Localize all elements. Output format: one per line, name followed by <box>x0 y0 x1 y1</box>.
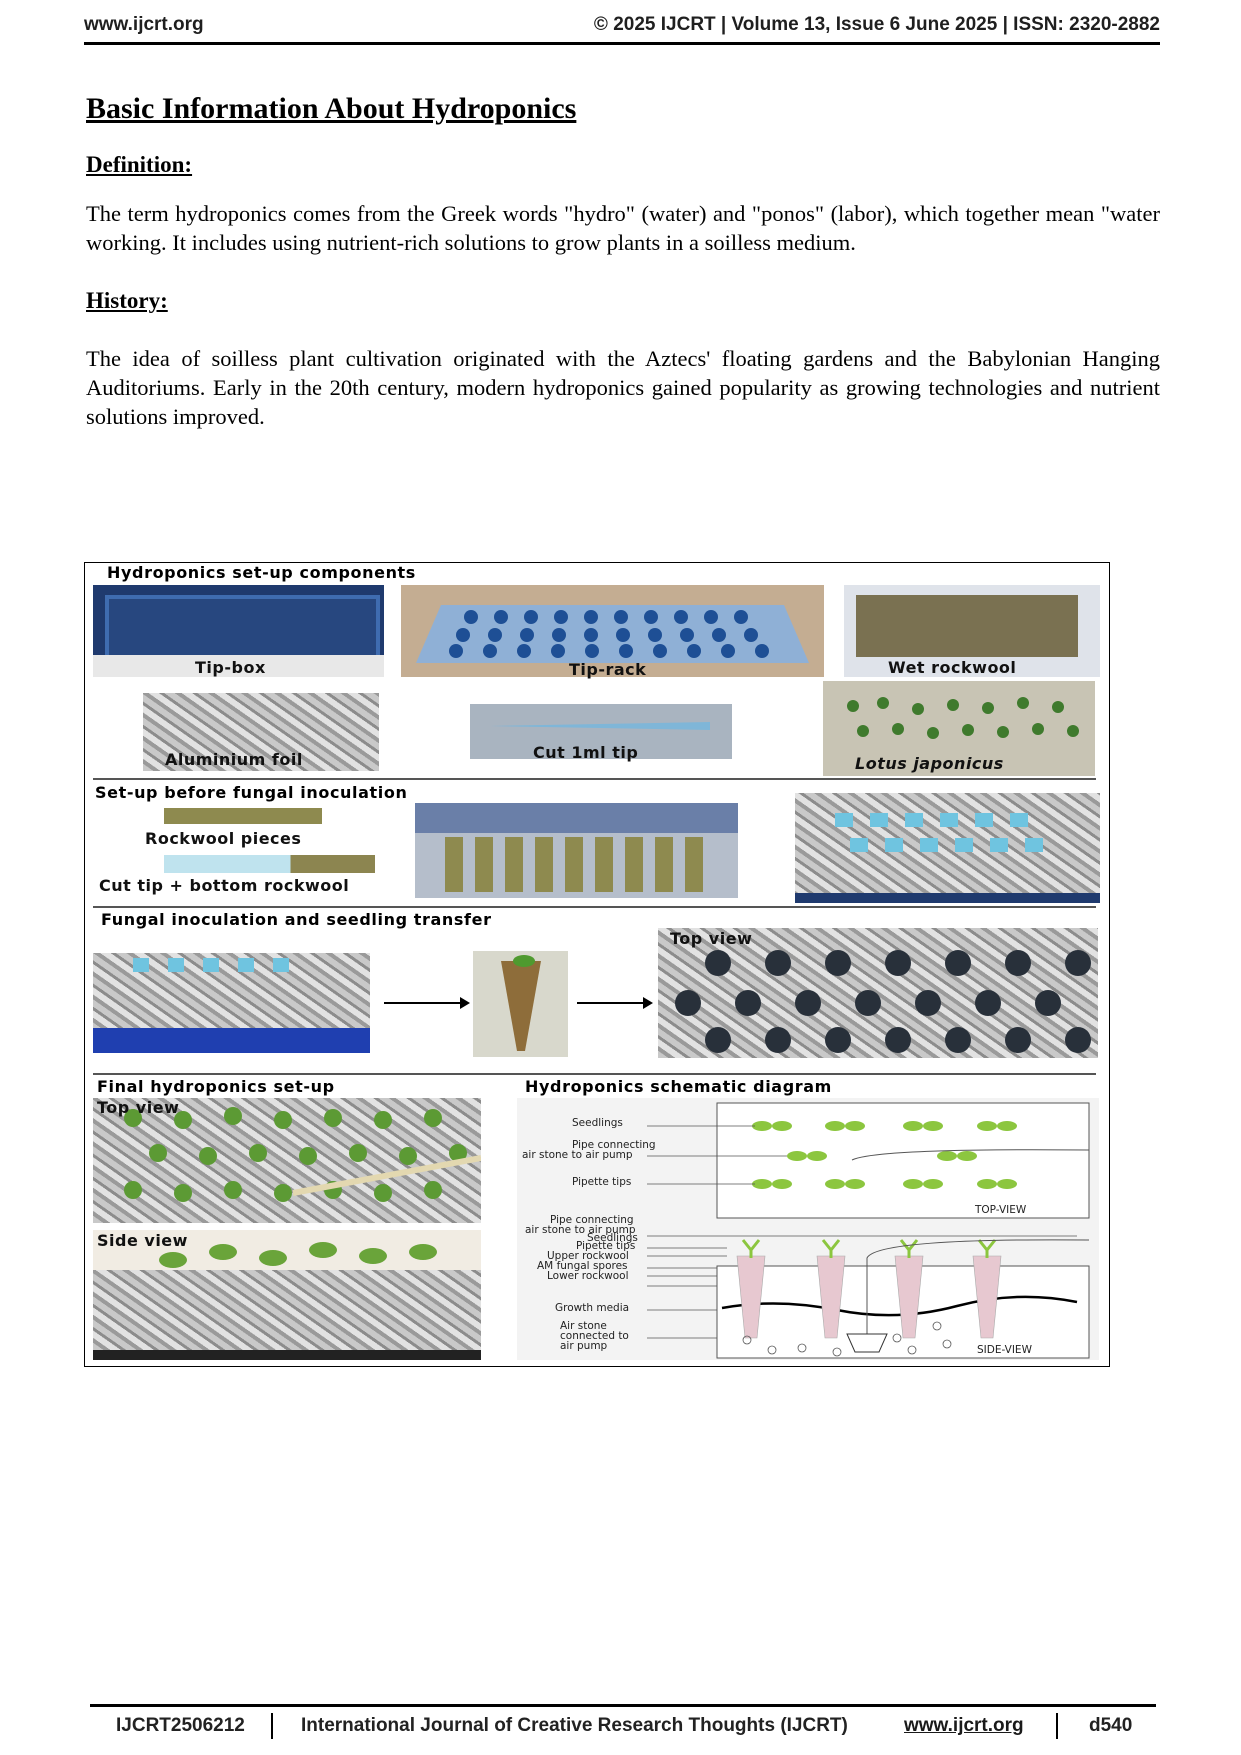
foil-covered-rack-photo <box>795 793 1100 903</box>
footer-separator <box>271 1713 273 1739</box>
aluminium-foil-photo <box>143 693 379 771</box>
section-setup-heading: Set-up before fungal inoculation <box>95 783 408 802</box>
final-side-view-label: Side view <box>97 1231 188 1250</box>
schematic-lower-rockwool-label: Lower rockwool <box>547 1270 629 1282</box>
schematic-growth-media-label: Growth media <box>555 1302 630 1314</box>
citation-line: © 2025 IJCRT | Volume 13, Issue 6 June 2… <box>593 14 1160 35</box>
schematic-side-view-label: SIDE-VIEW <box>977 1344 1032 1356</box>
tip-box-photo <box>93 585 384 677</box>
site-url[interactable]: www.ijcrt.org <box>84 14 204 35</box>
schematic-pipe-label-3: Pipe connecting <box>550 1214 634 1226</box>
cut-tip-label: Cut 1ml tip <box>533 743 639 762</box>
schematic-seedlings-label: Seedlings <box>572 1117 623 1129</box>
footer-separator <box>1056 1713 1058 1739</box>
definition-heading: Definition: <box>86 152 193 177</box>
lotus-label: Lotus japonicus <box>855 754 1004 773</box>
tip-rack-photo <box>401 585 824 677</box>
tip-rack-label: Tip-rack <box>569 660 647 679</box>
rockwool-pieces-label: Rockwool pieces <box>145 829 302 848</box>
arrow-1 <box>384 997 470 1009</box>
final-side-view-photo <box>93 1230 481 1360</box>
history-text: The idea of soilless plant cultivation o… <box>86 346 1160 429</box>
schematic-upper-rockwool-label: Upper rockwool <box>547 1250 629 1262</box>
seedling-in-tip-photo <box>473 951 568 1057</box>
top-view-label: Top view <box>670 929 753 948</box>
schematic-top-view-label: TOP-VIEW <box>975 1204 1027 1216</box>
wet-rockwool-photo <box>844 585 1100 677</box>
tip-rack-illustration <box>416 605 809 663</box>
cut-tip-bottom-photo <box>164 855 375 873</box>
paper-id: IJCRT2506212 <box>116 1715 245 1736</box>
final-top-view-label: Top view <box>97 1098 180 1117</box>
section-divider <box>93 1073 1096 1075</box>
final-top-view-photo <box>93 1098 481 1223</box>
schematic-pipe-label-2: air stone to air pump <box>522 1149 633 1161</box>
schematic-seedlings-label-2: Seedlings <box>587 1232 638 1244</box>
schematic-pipe-label-1: Pipe connecting <box>572 1139 656 1151</box>
section-inoculation-heading: Fungal inoculation and seedling transfer <box>101 910 492 929</box>
rockwool-in-tips-photo <box>415 803 738 898</box>
cut-tip-bottom-label: Cut tip + bottom rockwool <box>99 876 350 895</box>
arrow-2 <box>577 997 653 1009</box>
schematic-drawing <box>647 1102 1090 1359</box>
schematic-air-stone-label-3: air pump <box>560 1340 608 1352</box>
section-divider <box>93 778 1096 780</box>
wet-rockwool-label: Wet rockwool <box>888 658 1017 677</box>
definition-text: The term hydroponics comes from the Gree… <box>86 201 1160 255</box>
page-number: d540 <box>1089 1715 1133 1736</box>
page-title: Basic Information About Hydroponics <box>86 92 577 125</box>
section-divider <box>93 906 1096 908</box>
hydroponics-figure: Hydroponics set-up components Tip-box Ti… <box>84 562 1110 1367</box>
schematic-pipette-tips-label: Pipette tips <box>572 1176 632 1188</box>
section-components-heading: Hydroponics set-up components <box>107 563 416 582</box>
tip-box-label: Tip-box <box>195 658 266 677</box>
aluminium-foil-label: Aluminium foil <box>165 750 303 769</box>
page-header: www.ijcrt.org © 2025 IJCRT | Volume 13, … <box>84 12 1160 45</box>
schematic-air-stone-label-2: connected to <box>560 1330 629 1342</box>
section-schematic-heading: Hydroponics schematic diagram <box>525 1077 832 1096</box>
journal-name: International Journal of Creative Resear… <box>301 1715 848 1736</box>
page-footer: IJCRT2506212 International Journal of Cr… <box>90 1704 1156 1739</box>
top-view-photo <box>658 928 1098 1058</box>
rockwool-pieces-photo <box>164 808 322 824</box>
journal-link[interactable]: www.ijcrt.org <box>904 1715 1024 1736</box>
section-final-heading: Final hydroponics set-up <box>97 1077 335 1096</box>
cut-tip-photo <box>470 704 732 759</box>
schematic-diagram: Seedlings Pipe connecting air stone to a… <box>517 1098 1099 1360</box>
history-heading: History: <box>86 288 168 313</box>
schematic-air-stone-label-1: Air stone <box>560 1320 607 1332</box>
schematic-pipette-tips-label-2: Pipette tips <box>576 1240 636 1252</box>
schematic-pipe-label-4: air stone to air pump <box>525 1224 636 1236</box>
inoculation-photo <box>93 953 370 1053</box>
schematic-am-spores-label: AM fungal spores <box>537 1260 628 1272</box>
lotus-photo <box>823 681 1095 776</box>
